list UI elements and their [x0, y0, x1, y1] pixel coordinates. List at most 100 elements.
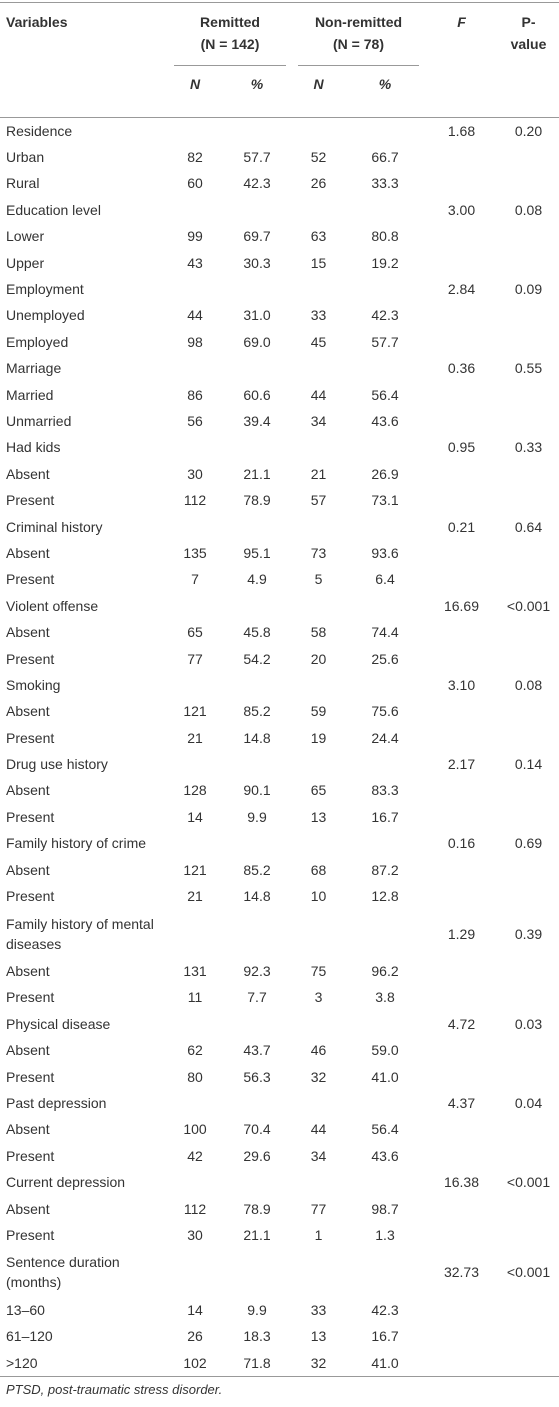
value-cell [222, 513, 292, 539]
p-cell: 0.33 [514, 439, 543, 456]
f-cell [425, 223, 498, 249]
value-cell: 69.0 [243, 333, 271, 350]
value-cell: 42.3 [371, 1301, 399, 1318]
value-cell: 32 [310, 1068, 327, 1085]
value-cell [345, 197, 425, 223]
value-cell [292, 1090, 345, 1116]
row-label: Upper [6, 254, 45, 271]
f-cell [425, 144, 498, 170]
f-cell: 2.84 [447, 281, 476, 298]
value-cell: 43.6 [371, 412, 399, 429]
value-cell: 42.3 [371, 307, 399, 324]
table-row: Absent 131 92.3 75 96.2 [0, 958, 559, 984]
row-label: Present [6, 1068, 55, 1085]
p-cell [498, 1297, 559, 1323]
row-label: Present [6, 989, 55, 1006]
p-cell [498, 381, 559, 407]
p-cell: <0.001 [506, 1174, 551, 1191]
f-cell [425, 329, 498, 355]
value-cell: 21.1 [243, 1226, 271, 1243]
value-cell: 20 [310, 650, 327, 667]
value-cell: 62 [187, 1042, 203, 1059]
value-cell: 33 [310, 1301, 327, 1318]
value-cell [345, 909, 425, 958]
value-cell: 14.8 [243, 888, 271, 905]
value-cell: 43 [187, 254, 203, 271]
value-cell: 63 [310, 228, 327, 245]
f-cell [425, 1349, 498, 1376]
value-cell: 33 [310, 307, 327, 324]
value-cell: 7 [191, 571, 199, 588]
f-cell [425, 487, 498, 513]
value-cell: 24.4 [371, 729, 399, 746]
value-cell: 60 [187, 175, 203, 192]
table-row: Absent 112 78.9 77 98.7 [0, 1195, 559, 1221]
table-row: Unmarried 56 39.4 34 43.6 [0, 408, 559, 434]
value-cell [345, 751, 425, 777]
group-n: (N = 142) [200, 36, 260, 52]
value-cell [222, 1169, 292, 1195]
value-cell: 10 [310, 888, 327, 905]
table-row: Unemployed 44 31.0 33 42.3 [0, 302, 559, 328]
row-label: Employment [6, 281, 84, 298]
table-row: Past depression 4.37 0.04 [0, 1090, 559, 1116]
f-cell [425, 698, 498, 724]
value-cell: 33.3 [371, 175, 399, 192]
table-row: Present 21 14.8 10 12.8 [0, 883, 559, 909]
row-label: Marriage [6, 360, 62, 377]
value-cell: 21 [187, 729, 203, 746]
p-cell [498, 1349, 559, 1376]
value-cell [345, 1169, 425, 1195]
f-cell [425, 381, 498, 407]
row-label: Unemployed [6, 307, 85, 324]
value-cell: 56.4 [371, 386, 399, 403]
value-cell: 30.3 [243, 254, 271, 271]
value-cell: 13 [310, 808, 327, 825]
row-label: Had kids [6, 439, 61, 456]
value-cell: 56.3 [243, 1068, 271, 1085]
p-cell [498, 883, 559, 909]
f-cell: 32.73 [443, 1264, 480, 1281]
row-label: Lower [6, 228, 45, 245]
table-row: Urban 82 57.7 52 66.7 [0, 144, 559, 170]
table-row: Present 21 14.8 19 24.4 [0, 724, 559, 750]
value-cell: 45.8 [243, 624, 271, 641]
row-label: Present [6, 492, 55, 509]
sub-header: % [250, 76, 264, 92]
f-cell: 3.10 [447, 676, 476, 693]
value-cell: 69.7 [243, 228, 271, 245]
row-label: Residence [6, 122, 73, 139]
f-cell [425, 804, 498, 830]
value-cell [168, 830, 222, 856]
row-label: Urban [6, 149, 45, 166]
p-cell [498, 144, 559, 170]
value-cell: 16.7 [371, 1328, 399, 1345]
value-cell: 21.1 [243, 465, 271, 482]
value-cell: 59.0 [371, 1042, 399, 1059]
p-cell [498, 1143, 559, 1169]
value-cell [168, 117, 222, 144]
table-row: Absent 128 90.1 65 83.3 [0, 777, 559, 803]
p-cell: 0.08 [514, 201, 543, 218]
value-cell: 19 [310, 729, 327, 746]
f-cell [425, 1297, 498, 1323]
row-label: Absent [6, 703, 50, 720]
table-body: Residence 1.68 0.20 Urban 82 57.7 52 66.7 Rural 6… [0, 117, 559, 1377]
value-cell [345, 1011, 425, 1037]
value-cell: 39.4 [243, 412, 271, 429]
value-cell: 86 [187, 386, 203, 403]
value-cell [345, 593, 425, 619]
value-cell [222, 355, 292, 381]
row-label: Absent [6, 624, 50, 641]
value-cell: 85.2 [243, 703, 271, 720]
table-row: Absent 121 85.2 59 75.6 [0, 698, 559, 724]
value-cell [168, 751, 222, 777]
value-cell: 46 [310, 1042, 327, 1059]
f-cell: 2.17 [447, 756, 476, 773]
f-cell: 0.36 [447, 360, 476, 377]
value-cell [168, 1169, 222, 1195]
p-cell [498, 856, 559, 882]
p-cell: <0.001 [506, 597, 551, 614]
table-header: Variables Remitted (N = 142) Non-remitted… [0, 2, 559, 117]
value-cell [222, 197, 292, 223]
